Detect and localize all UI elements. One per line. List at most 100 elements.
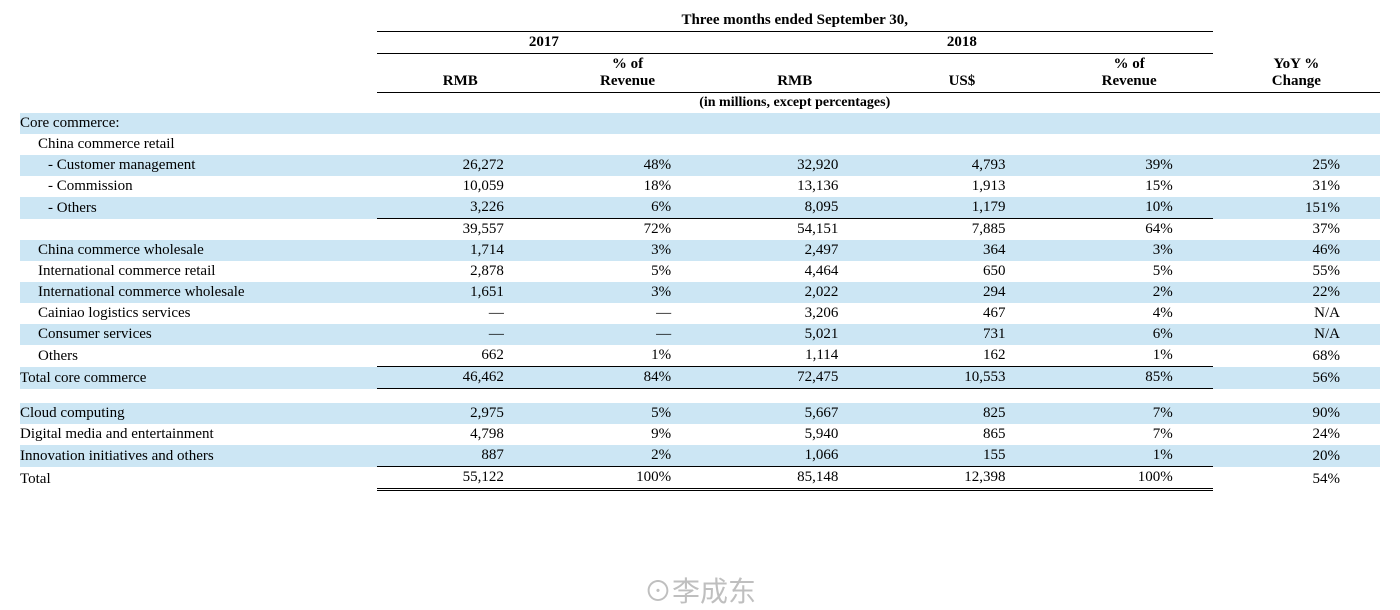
label: Total [20,467,377,490]
col-rmb-2017: RMB [377,54,544,93]
cell: 2,497 [711,240,878,261]
cell: 5% [544,403,711,424]
watermark-text: ⊙李成东 [644,570,756,610]
cell: 3,226 [377,197,544,219]
cell: 100% [1046,467,1213,490]
col-rmb-2018: RMB [711,54,878,93]
row-customer-mgmt: - Customer management 26,272 48% 32,920 … [20,155,1380,176]
cell: 2,878 [377,261,544,282]
label: Cloud computing [20,403,377,424]
row-china-wholesale: China commerce wholesale 1,714 3% 2,497 … [20,240,1380,261]
cell: 39% [1046,155,1213,176]
cell: 151% [1213,197,1380,219]
cell: 467 [878,303,1045,324]
cell: 20% [1213,445,1380,467]
cell: 2,022 [711,282,878,303]
cell: — [377,324,544,345]
cell: 1,114 [711,345,878,367]
cell: 155 [878,445,1045,467]
cell: 5,940 [711,424,878,445]
row-retail-subtotal: 39,557 72% 54,151 7,885 64% 37% [20,219,1380,241]
label: - Others [20,197,377,219]
year-2018: 2018 [711,32,1213,54]
row-digital: Digital media and entertainment 4,798 9%… [20,424,1380,445]
cell: 1,179 [878,197,1045,219]
cell: 4,793 [878,155,1045,176]
cell: 13,136 [711,176,878,197]
header-row-period: Three months ended September 30, [20,10,1380,32]
cell: 72,475 [711,367,878,389]
label: International commerce wholesale [20,282,377,303]
cell: 1,066 [711,445,878,467]
spacer-row [20,389,1380,404]
cell: 90% [1213,403,1380,424]
row-cainiao: Cainiao logistics services — — 3,206 467… [20,303,1380,324]
year-2017: 2017 [377,32,711,54]
row-commission: - Commission 10,059 18% 13,136 1,913 15%… [20,176,1380,197]
cell: 2,975 [377,403,544,424]
header-row-years: 2017 2018 [20,32,1380,54]
cell: 64% [1046,219,1213,241]
cell: 9% [544,424,711,445]
cell: 32,920 [711,155,878,176]
cell: 294 [878,282,1045,303]
cell: 2% [1046,282,1213,303]
cell: 5% [544,261,711,282]
cell: 5% [1046,261,1213,282]
label: China commerce retail [20,134,377,155]
cell: 6% [1046,324,1213,345]
cell: 825 [878,403,1045,424]
row-total-core: Total core commerce 46,462 84% 72,475 10… [20,367,1380,389]
header-row-columns: RMB % of Revenue RMB US$ % of Revenue Yo… [20,54,1380,93]
cell: 54,151 [711,219,878,241]
period-header: Three months ended September 30, [377,10,1213,32]
cell: 4,798 [377,424,544,445]
cell: 15% [1046,176,1213,197]
cell: 3% [544,240,711,261]
cell: 5,021 [711,324,878,345]
header-row-subnote: (in millions, except percentages) [20,93,1380,114]
cell: 887 [377,445,544,467]
cell: 46% [1213,240,1380,261]
label: Consumer services [20,324,377,345]
row-others-retail: - Others 3,226 6% 8,095 1,179 10% 151% [20,197,1380,219]
cell: 25% [1213,155,1380,176]
cell: 865 [878,424,1045,445]
cell: 662 [377,345,544,367]
label: Cainiao logistics services [20,303,377,324]
label: Core commerce: [20,113,377,134]
cell: 85% [1046,367,1213,389]
label: Innovation initiatives and others [20,445,377,467]
financial-table-container: Three months ended September 30, 2017 20… [20,10,1380,491]
cell: 56% [1213,367,1380,389]
row-consumer: Consumer services — — 5,021 731 6% N/A [20,324,1380,345]
cell: 10,553 [878,367,1045,389]
units-note: (in millions, except percentages) [377,93,1213,114]
cell: 10,059 [377,176,544,197]
cell: 731 [878,324,1045,345]
cell: 85,148 [711,467,878,490]
cell: 39,557 [377,219,544,241]
cell: 84% [544,367,711,389]
cell: 18% [544,176,711,197]
cell: 46,462 [377,367,544,389]
cell: 72% [544,219,711,241]
cell: 24% [1213,424,1380,445]
label: - Commission [20,176,377,197]
cell: 22% [1213,282,1380,303]
label: International commerce retail [20,261,377,282]
cell: 55,122 [377,467,544,490]
cell: — [377,303,544,324]
cell: 10% [1046,197,1213,219]
col-pctrev-2018: % of Revenue [1046,54,1213,93]
cell: 37% [1213,219,1380,241]
cell: 1% [1046,345,1213,367]
cell: 1,651 [377,282,544,303]
cell: 3% [544,282,711,303]
revenue-breakdown-table: Three months ended September 30, 2017 20… [20,10,1380,491]
cell: 1,913 [878,176,1045,197]
cell: 364 [878,240,1045,261]
cell: 55% [1213,261,1380,282]
cell: 1% [544,345,711,367]
label: Total core commerce [20,367,377,389]
